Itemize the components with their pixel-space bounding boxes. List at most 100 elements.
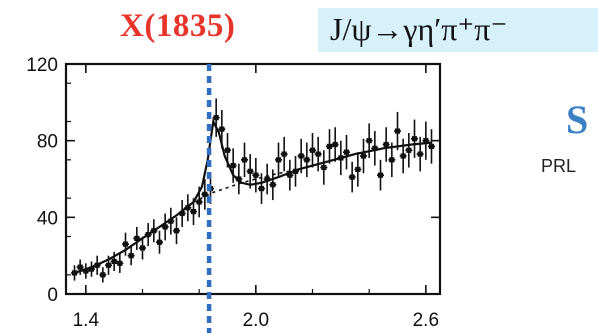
data-point: [122, 232, 129, 256]
data-point: [354, 152, 362, 187]
data-point: [337, 140, 345, 176]
y-tick-label: 0: [47, 285, 58, 306]
data-point-marker: [100, 272, 106, 278]
data-point-marker: [383, 141, 389, 148]
data-point: [229, 148, 237, 183]
data-point-marker: [411, 136, 418, 142]
data-point-marker: [168, 218, 174, 224]
data-point-marker: [145, 231, 151, 238]
data-point: [127, 246, 135, 266]
data-point: [133, 226, 141, 250]
data-point: [201, 179, 209, 210]
data-point: [422, 121, 430, 160]
data-point: [326, 129, 333, 164]
data-point-marker: [213, 115, 219, 121]
data-point-marker: [128, 253, 134, 259]
data-point-marker: [338, 155, 344, 161]
data-point: [377, 159, 384, 191]
data-point: [167, 207, 175, 235]
data-point: [286, 159, 294, 191]
data-point: [178, 200, 186, 227]
data-point: [320, 150, 328, 185]
data-point: [195, 186, 203, 218]
data-point-marker: [173, 228, 180, 234]
data-point: [275, 142, 282, 178]
data-point: [246, 154, 254, 189]
data-point-marker: [88, 266, 95, 272]
data-point-marker: [417, 151, 423, 157]
data-point: [416, 136, 424, 172]
data-point-marker: [298, 153, 304, 159]
data-point-marker: [253, 172, 259, 178]
data-point-marker: [179, 210, 185, 217]
data-point-marker: [287, 172, 293, 178]
y-tick-label: 80: [37, 132, 58, 153]
decay-title: J/ψ→γη′π⁺π⁻: [330, 11, 508, 47]
data-point-marker: [372, 145, 378, 151]
data-point: [116, 253, 124, 273]
data-point: [382, 127, 390, 162]
data-point: [263, 163, 271, 195]
data-point-marker: [122, 241, 129, 247]
data-point-marker: [230, 162, 236, 169]
data-point: [156, 230, 163, 254]
data-point: [314, 136, 322, 172]
data-point-marker: [406, 147, 412, 153]
data-point-marker: [236, 176, 242, 182]
data-point-marker: [281, 151, 287, 157]
data-point: [258, 173, 265, 204]
plot-frame: [64, 62, 442, 296]
data-point: [235, 163, 243, 195]
data-point-marker: [349, 174, 355, 180]
data-point-marker: [326, 143, 333, 150]
data-point-marker: [304, 157, 310, 163]
data-point-marker: [224, 147, 231, 153]
data-point: [71, 265, 78, 281]
data-point-marker: [423, 138, 429, 144]
data-point: [371, 131, 379, 166]
data-point: [173, 217, 180, 245]
data-point-marker: [151, 228, 157, 234]
data-point: [144, 223, 152, 247]
data-point: [411, 119, 418, 158]
data-point-marker: [389, 157, 395, 163]
data-point: [365, 123, 373, 158]
data-point: [280, 136, 288, 172]
data-point-marker: [139, 245, 146, 251]
data-point-marker: [196, 199, 202, 205]
data-point: [76, 259, 84, 275]
data-point: [93, 255, 101, 275]
data-point-marker: [321, 164, 327, 171]
fit-curves: [74, 117, 432, 274]
data-point: [82, 263, 90, 279]
data-point: [150, 219, 158, 243]
data-point: [348, 161, 356, 193]
data-point: [224, 133, 231, 168]
axis-ticks: 0 40 80 120 1.4 2.0 2.6: [26, 55, 440, 331]
data-point: [212, 98, 220, 137]
data-point: [292, 156, 299, 187]
data-point: [241, 142, 248, 178]
data-point-marker: [428, 143, 435, 150]
y-tick-label: 120: [26, 55, 58, 76]
data-point-marker: [241, 157, 248, 163]
data-point-marker: [264, 176, 270, 182]
data-point-marker: [315, 151, 321, 157]
resonance-title: X(1835): [120, 8, 236, 44]
data-point-marker: [162, 224, 168, 230]
data-point: [218, 110, 226, 149]
data-point-marker: [185, 205, 191, 211]
y-tick-label: 40: [37, 208, 58, 229]
x-tick-label: 2.0: [243, 310, 269, 331]
data-point-marker: [343, 149, 350, 155]
data-point: [161, 213, 169, 241]
data-point: [99, 267, 107, 283]
data-point-marker: [247, 168, 253, 174]
data-point: [184, 194, 192, 222]
data-point: [394, 111, 401, 151]
data-point: [309, 133, 316, 168]
data-point-marker: [366, 138, 372, 144]
data-point: [360, 138, 367, 174]
